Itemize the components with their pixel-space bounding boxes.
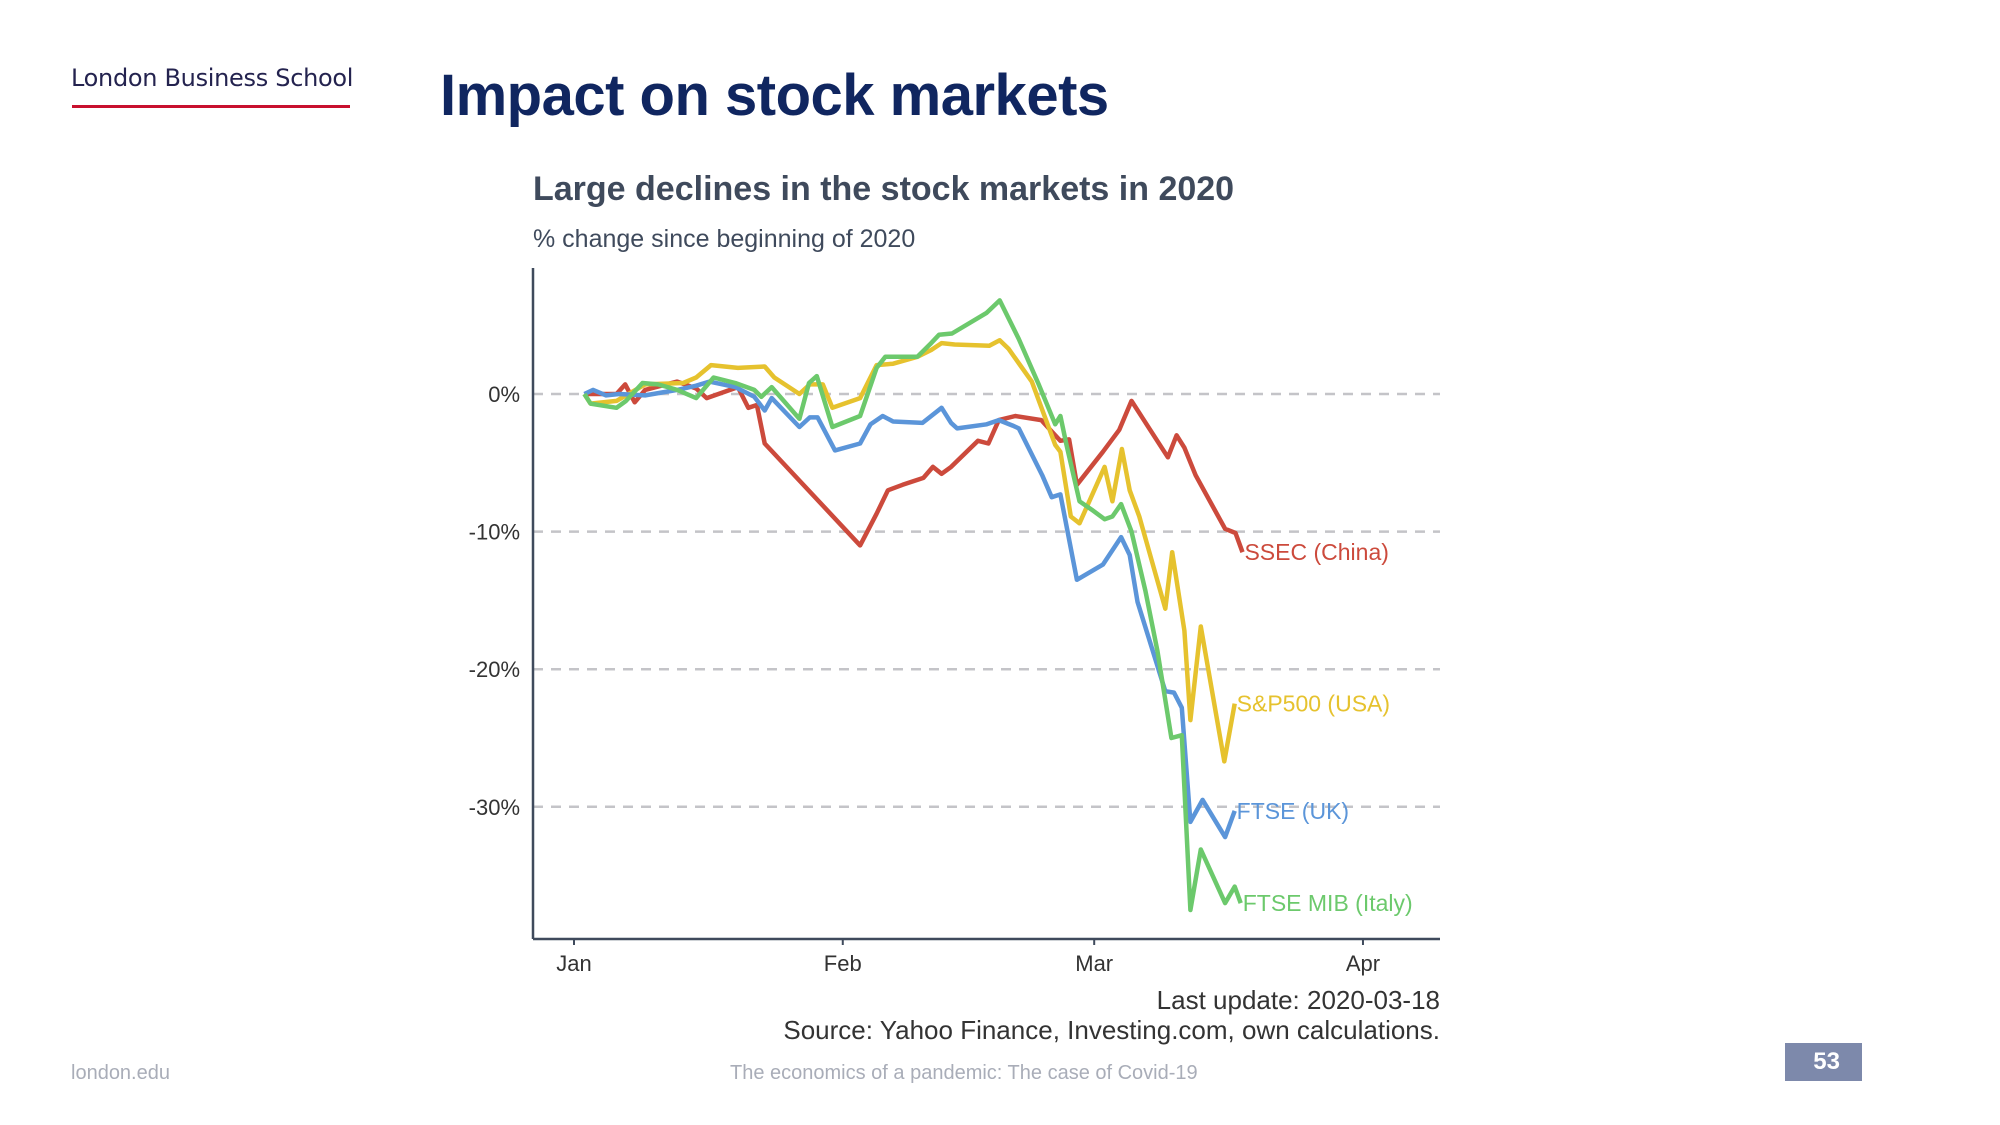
chart-title: Large declines in the stock markets in 2…: [533, 170, 1235, 208]
page-number: 53: [1785, 1043, 1862, 1081]
x-tick-label: Mar: [1075, 951, 1113, 976]
y-tick-label: 0%: [488, 382, 520, 407]
y-tick-label: -20%: [469, 657, 520, 682]
chart-subtitle: % change since beginning of 2020: [533, 225, 916, 253]
series-line-1: [582, 338, 1237, 764]
page-title: Impact on stock markets: [440, 63, 1109, 128]
series-label: FTSE MIB (Italy): [1243, 890, 1413, 916]
lbs-logo: London Business School: [71, 64, 354, 92]
y-tick-label: -30%: [469, 795, 520, 820]
last-update-note: Last update: 2020-03-18: [1156, 985, 1440, 1015]
series-label: SSEC (China): [1244, 539, 1388, 565]
footer-presentation-title: The economics of a pandemic: The case of…: [730, 1062, 1198, 1084]
series-line-3: [582, 298, 1243, 913]
source-note: Source: Yahoo Finance, Investing.com, ow…: [783, 1015, 1440, 1045]
series-line-2: [583, 379, 1237, 840]
x-tick-label: Feb: [824, 951, 862, 976]
x-tick-label: Jan: [556, 951, 591, 976]
logo-underline: [72, 105, 350, 108]
y-tick-label: -10%: [469, 520, 520, 545]
series-label: S&P500 (USA): [1237, 691, 1390, 717]
series-label: FTSE (UK): [1237, 798, 1349, 824]
x-tick-label: Apr: [1346, 951, 1380, 976]
footer-website: london.edu: [71, 1062, 170, 1084]
